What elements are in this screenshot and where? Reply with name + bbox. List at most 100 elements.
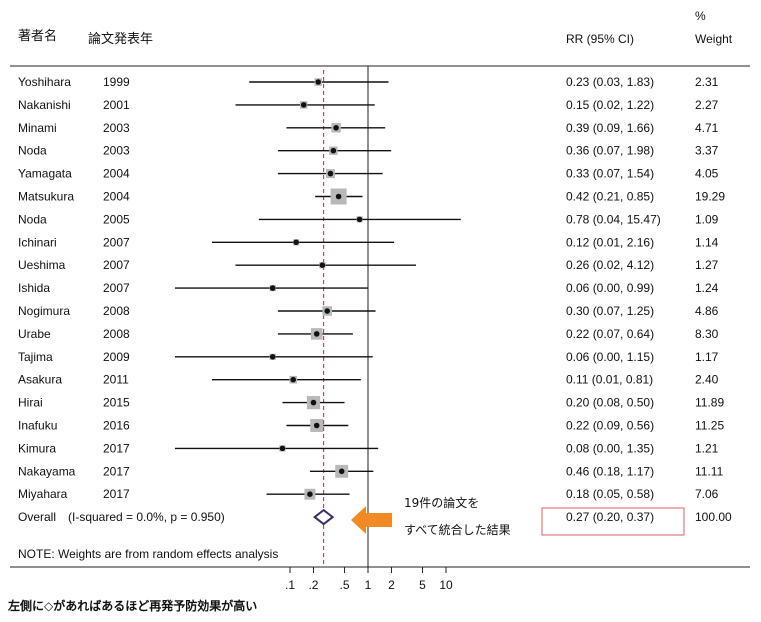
study-author: Asakura: [18, 373, 62, 387]
study-rr-ci: 0.78 (0.04, 15.47): [566, 212, 661, 226]
study-weight: 1.09: [695, 212, 719, 226]
callout-arrow: [351, 506, 392, 534]
study-weight: 2.31: [695, 75, 719, 89]
study-author: Tajima: [18, 350, 53, 364]
study-rr-ci: 0.11 (0.01, 0.81): [566, 373, 653, 387]
study-point-estimate: [269, 354, 276, 360]
study-weight: 4.05: [695, 167, 719, 181]
study-year: 2009: [103, 350, 130, 364]
study-point-estimate: [293, 239, 299, 246]
study-year: 2007: [103, 258, 130, 272]
study-weight: 1.24: [695, 281, 719, 295]
study-author: Yoshihara: [18, 75, 71, 89]
header-author: 著者名: [18, 28, 57, 44]
study-weight: 2.27: [695, 98, 719, 112]
study-point-estimate: [300, 102, 307, 108]
study-weight: 4.86: [695, 304, 719, 318]
study-point-estimate: [313, 331, 320, 337]
overall-row: Overall (I-squared = 0.0%, p = 0.950) 0.27…: [18, 508, 732, 526]
header-rr-ci: RR (95% CI): [566, 32, 634, 46]
study-rr-ci: 0.39 (0.09, 1.66): [566, 121, 654, 135]
study-year: 2004: [103, 190, 130, 204]
x-tick-label: 2: [388, 578, 395, 592]
study-weight: 1.21: [695, 441, 719, 455]
study-rr-ci: 0.46 (0.18, 1.17): [566, 464, 654, 478]
study-weight: 11.25: [695, 419, 724, 433]
study-year: 2011: [103, 373, 129, 387]
study-rr-ci: 0.42 (0.21, 0.85): [566, 190, 654, 204]
study-point-estimate: [324, 308, 331, 314]
study-year: 2017: [103, 487, 130, 501]
study-rr-ci: 0.26 (0.02, 4.12): [566, 258, 654, 272]
note-text: NOTE: Weights are from random effects an…: [18, 547, 278, 561]
study-weight: 4.71: [695, 121, 719, 135]
study-point-estimate: [290, 376, 297, 383]
study-author: Noda: [18, 212, 47, 226]
study-point-estimate: [279, 445, 286, 452]
study-year: 2005: [103, 212, 130, 226]
study-year: 2017: [103, 441, 130, 455]
study-year: 2015: [103, 396, 130, 410]
study-rr-ci: 0.08 (0.00, 1.35): [566, 441, 654, 455]
study-point-estimate: [315, 79, 322, 85]
study-rr-ci: 0.06 (0.00, 1.15): [566, 350, 654, 364]
overall-weight: 100.00: [695, 510, 732, 524]
callout-line2: すべて統合した結果: [404, 522, 511, 537]
study-year: 2007: [103, 235, 130, 249]
study-author: Miyahara: [18, 487, 68, 501]
study-weight: 7.06: [695, 487, 719, 501]
study-year: 2008: [103, 304, 130, 318]
study-weight: 1.14: [695, 235, 719, 249]
study-point-estimate: [338, 468, 345, 475]
study-author: Yamagata: [18, 167, 72, 181]
study-rr-ci: 0.06 (0.00, 0.99): [566, 281, 654, 295]
study-weight: 19.29: [695, 190, 725, 204]
study-point-estimate: [313, 422, 320, 429]
heterogeneity-stat: (I-squared = 0.0%, p = 0.950): [68, 510, 225, 524]
study-point-estimate: [335, 193, 342, 200]
study-author: Nakayama: [18, 464, 76, 478]
study-weight: 11.89: [695, 396, 724, 410]
study-year: 2016: [103, 419, 130, 433]
header-weight-percent: %: [695, 9, 706, 23]
study-year: 2003: [103, 121, 130, 135]
study-year: 2008: [103, 327, 130, 341]
study-rr-ci: 0.23 (0.03, 1.83): [566, 75, 654, 89]
callout-line1: 19件の論文を: [404, 495, 479, 510]
study-point-estimate: [307, 491, 313, 498]
study-year: 2003: [103, 144, 130, 158]
study-year: 2017: [103, 464, 130, 478]
study-author: Minami: [18, 121, 57, 135]
x-tick-label: 10: [439, 578, 453, 592]
overall-highlight-box: [541, 507, 685, 536]
x-tick-label: .2: [308, 578, 318, 592]
study-author: Nogimura: [18, 304, 70, 318]
study-year: 2004: [103, 167, 130, 181]
study-author: Hirai: [18, 396, 43, 410]
overall-rr-ci: 0.27 (0.20, 0.37): [566, 510, 654, 524]
study-author: Urabe: [18, 327, 51, 341]
study-point-estimate: [310, 399, 317, 406]
study-year: 2001: [103, 98, 130, 112]
x-axis: .1 .2 .5 1 2 5 10: [285, 567, 453, 592]
study-rr-ci: 0.36 (0.07, 1.98): [566, 144, 654, 158]
study-weight: 1.17: [695, 350, 719, 364]
study-author: Noda: [18, 144, 47, 158]
study-rr-ci: 0.22 (0.09, 0.56): [566, 419, 654, 433]
overall-label: Overall: [18, 510, 56, 524]
study-author: Inafuku: [18, 419, 57, 433]
header-year: 論文発表年: [88, 31, 153, 47]
header-weight: Weight: [695, 32, 733, 46]
study-weight: 8.30: [695, 327, 719, 341]
study-rr-ci: 0.15 (0.02, 1.22): [566, 98, 654, 112]
study-point-estimate: [319, 262, 326, 269]
study-point-estimate: [330, 147, 337, 154]
x-tick-label: 5: [419, 578, 426, 592]
study-rr-ci: 0.18 (0.05, 0.58): [566, 487, 654, 501]
study-rr-ci: 0.12 (0.01, 2.16): [566, 235, 654, 249]
study-author: Ichinari: [18, 235, 57, 249]
study-year: 1999: [103, 75, 130, 89]
study-author: Ishida: [18, 281, 50, 295]
study-rr-ci: 0.22 (0.07, 0.64): [566, 327, 654, 341]
